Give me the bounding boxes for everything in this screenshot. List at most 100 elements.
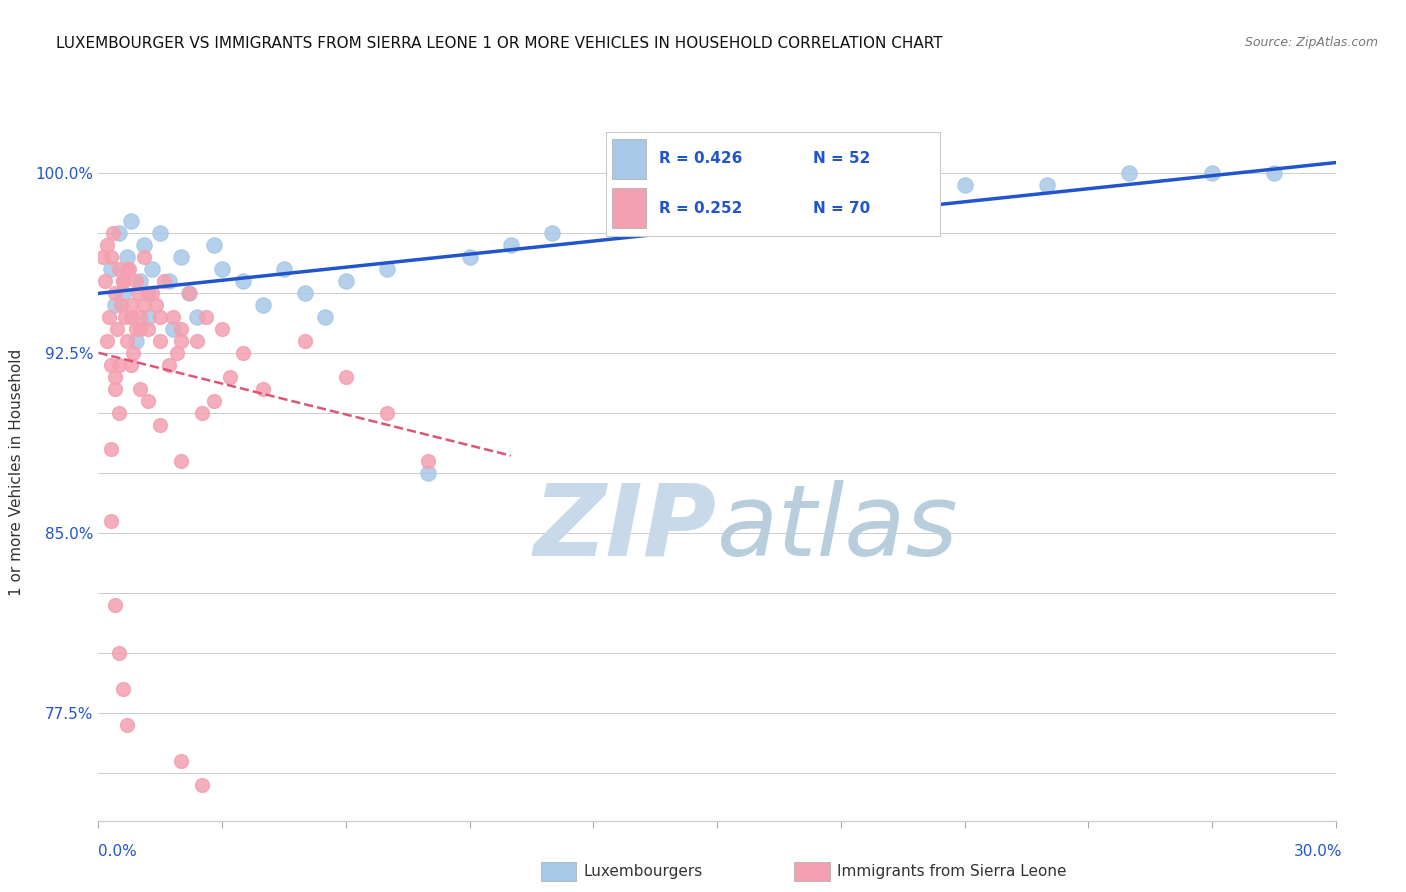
Point: [108, 226, 131, 240]
Point: [273, 261, 295, 276]
Point: [100, 250, 122, 264]
Point: [128, 322, 150, 336]
Point: [157, 274, 180, 288]
Point: [1263, 166, 1285, 180]
Point: [104, 285, 127, 300]
Point: [541, 226, 564, 240]
Point: [112, 274, 135, 288]
Point: [1201, 166, 1223, 180]
Point: [190, 778, 212, 792]
Point: [112, 274, 135, 288]
Point: [124, 334, 146, 348]
Point: [100, 261, 122, 276]
Point: [314, 310, 336, 324]
Point: [136, 285, 159, 300]
Point: [418, 454, 440, 468]
Point: [108, 646, 131, 660]
Point: [162, 310, 184, 324]
Point: [1036, 178, 1059, 192]
Point: [375, 406, 398, 420]
Y-axis label: 1 or more Vehicles in Household: 1 or more Vehicles in Household: [10, 349, 24, 597]
Point: [104, 598, 127, 612]
Point: [132, 250, 155, 264]
Point: [166, 346, 188, 360]
Point: [136, 310, 159, 324]
Point: [108, 358, 131, 372]
Point: [104, 298, 127, 312]
Text: atlas: atlas: [717, 480, 959, 577]
Point: [211, 322, 233, 336]
Point: [252, 382, 274, 396]
Point: [145, 298, 167, 312]
Point: [128, 382, 150, 396]
Point: [623, 214, 645, 228]
Point: [335, 369, 357, 384]
Point: [141, 285, 163, 300]
Point: [110, 298, 132, 312]
Point: [149, 417, 172, 432]
Point: [124, 322, 146, 336]
Point: [117, 717, 139, 731]
Point: [170, 334, 193, 348]
Point: [132, 298, 155, 312]
Point: [170, 322, 193, 336]
Text: 30.0%: 30.0%: [1295, 845, 1343, 859]
Point: [1118, 166, 1140, 180]
Point: [499, 237, 522, 252]
Point: [127, 285, 149, 300]
Point: [870, 190, 893, 204]
Text: LUXEMBOURGER VS IMMIGRANTS FROM SIERRA LEONE 1 OR MORE VEHICLES IN HOUSEHOLD COR: LUXEMBOURGER VS IMMIGRANTS FROM SIERRA L…: [56, 36, 943, 51]
Text: Immigrants from Sierra Leone: Immigrants from Sierra Leone: [837, 864, 1066, 879]
Point: [170, 454, 193, 468]
Point: [153, 274, 176, 288]
Point: [252, 298, 274, 312]
Point: [953, 178, 976, 192]
Point: [149, 310, 172, 324]
Point: [232, 346, 254, 360]
Point: [91, 250, 114, 264]
Point: [141, 261, 163, 276]
Point: [186, 310, 208, 324]
Point: [118, 261, 141, 276]
Point: [104, 369, 127, 384]
Point: [294, 334, 316, 348]
Point: [120, 214, 142, 228]
Point: [96, 334, 118, 348]
Point: [108, 261, 131, 276]
Point: [170, 250, 193, 264]
Point: [149, 226, 172, 240]
Point: [122, 346, 145, 360]
Point: [458, 250, 481, 264]
Point: [149, 334, 172, 348]
Point: [120, 298, 142, 312]
Point: [202, 393, 225, 408]
Point: [112, 285, 135, 300]
Point: [418, 466, 440, 480]
Point: [789, 190, 811, 204]
Point: [117, 250, 139, 264]
Point: [335, 274, 357, 288]
Point: [186, 334, 208, 348]
Text: Source: ZipAtlas.com: Source: ZipAtlas.com: [1244, 36, 1378, 49]
Point: [162, 322, 184, 336]
Point: [190, 406, 212, 420]
Point: [375, 261, 398, 276]
Point: [97, 310, 120, 324]
Point: [100, 358, 122, 372]
Point: [120, 310, 142, 324]
Point: [93, 274, 115, 288]
Point: [120, 358, 142, 372]
Point: [706, 202, 728, 216]
Point: [294, 285, 316, 300]
Point: [179, 285, 201, 300]
Point: [124, 274, 146, 288]
Point: [108, 406, 131, 420]
Point: [211, 261, 233, 276]
Point: [105, 322, 128, 336]
Point: [194, 310, 217, 324]
Point: [100, 514, 122, 528]
Point: [114, 310, 136, 324]
Point: [136, 393, 159, 408]
Point: [128, 310, 150, 324]
Point: [136, 322, 159, 336]
